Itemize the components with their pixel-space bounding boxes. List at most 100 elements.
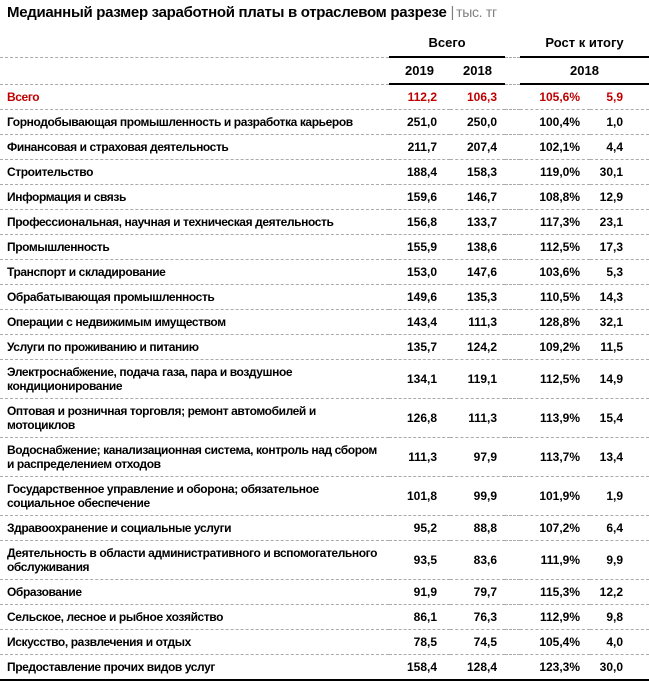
spacer-cell — [505, 28, 521, 58]
table-row: Искусство, развлечения и отдых 78,5 74,5… — [0, 629, 649, 655]
industry-label: Всего — [0, 84, 389, 110]
table-row: Операции с недвижимым имуществом 143,4 1… — [0, 309, 649, 335]
value-2019: 149,6 — [389, 284, 450, 310]
industry-label: Горнодобывающая промышленность и разрабо… — [0, 109, 389, 135]
table-row: Профессиональная, научная и техническая … — [0, 209, 649, 235]
table-row: Сельское, лесное и рыбное хозяйство 86,1… — [0, 604, 649, 630]
growth-percent: 103,6% — [520, 259, 591, 285]
value-2019: 134,1 — [389, 359, 450, 399]
value-2019: 112,2 — [389, 84, 450, 110]
value-2019: 78,5 — [389, 629, 450, 655]
growth-percent: 115,3% — [520, 579, 591, 605]
value-2018: 119,1 — [450, 359, 506, 399]
growth-percent: 111,9% — [520, 540, 591, 580]
value-2018: 147,6 — [450, 259, 506, 285]
growth-percent: 113,9% — [520, 398, 591, 438]
corner-cell — [0, 57, 389, 85]
spacer-cell — [505, 654, 521, 681]
table-row: Деятельность в области административного… — [0, 540, 649, 580]
growth-percent: 100,4% — [520, 109, 591, 135]
industry-label: Оптовая и розничная торговля; ремонт авт… — [0, 398, 389, 438]
growth-percent: 119,0% — [520, 159, 591, 185]
value-2019: 188,4 — [389, 159, 450, 185]
growth-absolute: 9,8 — [590, 604, 649, 630]
value-2018: 207,4 — [450, 134, 506, 160]
industry-label: Финансовая и страховая деятельность — [0, 134, 389, 160]
value-2018: 106,3 — [450, 84, 506, 110]
value-2018: 97,9 — [450, 437, 506, 477]
industry-label: Электроснабжение, подача газа, пара и во… — [0, 359, 389, 399]
title-unit: тыс. тг — [456, 4, 497, 20]
industry-label: Услуги по проживанию и питанию — [0, 334, 389, 360]
value-2019: 155,9 — [389, 234, 450, 260]
table-row: Оптовая и розничная торговля; ремонт авт… — [0, 398, 649, 438]
value-2019: 91,9 — [389, 579, 450, 605]
table-row: Промышленность 155,9 138,6 112,5% 17,3 — [0, 234, 649, 260]
value-2019: 143,4 — [389, 309, 450, 335]
value-2018: 146,7 — [450, 184, 506, 210]
value-2019: 111,3 — [389, 437, 450, 477]
value-2018: 128,4 — [450, 654, 506, 681]
spacer-cell — [505, 84, 521, 110]
industry-label: Искусство, развлечения и отдых — [0, 629, 389, 655]
spacer-cell — [505, 159, 521, 185]
industry-label: Транспорт и складирование — [0, 259, 389, 285]
growth-absolute: 4,0 — [590, 629, 649, 655]
spacer-cell — [505, 579, 521, 605]
value-2018: 124,2 — [450, 334, 506, 360]
spacer-cell — [505, 284, 521, 310]
page-title: Медианный размер заработной платы в отра… — [0, 0, 649, 28]
growth-percent: 105,4% — [520, 629, 591, 655]
value-2018: 138,6 — [450, 234, 506, 260]
growth-percent: 109,2% — [520, 334, 591, 360]
industry-label: Сельское, лесное и рыбное хозяйство — [0, 604, 389, 630]
spacer-cell — [505, 134, 521, 160]
value-2018: 135,3 — [450, 284, 506, 310]
growth-percent: 112,5% — [520, 234, 591, 260]
growth-absolute: 6,4 — [590, 515, 649, 541]
growth-absolute: 9,9 — [590, 540, 649, 580]
value-2019: 211,7 — [389, 134, 450, 160]
growth-absolute: 11,5 — [590, 334, 649, 360]
growth-absolute: 1,0 — [590, 109, 649, 135]
table-row-total: Всего 112,2 106,3 105,6% 5,9 — [0, 84, 649, 110]
growth-absolute: 32,1 — [590, 309, 649, 335]
value-2019: 158,4 — [389, 654, 450, 681]
salary-table: Всего Рост к итогу 2019 2018 2018 Всего … — [0, 28, 649, 681]
industry-label: Обрабатывающая промышленность — [0, 284, 389, 310]
group-header-row: Всего Рост к итогу — [0, 28, 649, 58]
growth-percent: 110,5% — [520, 284, 591, 310]
spacer-cell — [505, 437, 521, 477]
year-header-row: 2019 2018 2018 — [0, 57, 649, 85]
table-row: Водоснабжение; канализационная система, … — [0, 437, 649, 477]
growth-absolute: 13,4 — [590, 437, 649, 477]
spacer-cell — [505, 359, 521, 399]
table-row: Электроснабжение, подача газа, пара и во… — [0, 359, 649, 399]
value-2019: 159,6 — [389, 184, 450, 210]
table-row: Обрабатывающая промышленность 149,6 135,… — [0, 284, 649, 310]
col-header-2019: 2019 — [389, 57, 450, 85]
growth-percent: 102,1% — [520, 134, 591, 160]
industry-label: Информация и связь — [0, 184, 389, 210]
value-2019: 251,0 — [389, 109, 450, 135]
spacer-cell — [505, 57, 521, 85]
title-separator: | — [450, 4, 455, 21]
spacer-cell — [505, 259, 521, 285]
growth-percent: 113,7% — [520, 437, 591, 477]
growth-absolute: 23,1 — [590, 209, 649, 235]
table-row: Транспорт и складирование 153,0 147,6 10… — [0, 259, 649, 285]
spacer-cell — [505, 234, 521, 260]
growth-absolute: 5,9 — [590, 84, 649, 110]
spacer-cell — [505, 184, 521, 210]
table-row: Государственное управление и оборона; об… — [0, 476, 649, 516]
value-2018: 111,3 — [450, 309, 506, 335]
table-row: Предоставление прочих видов услуг 158,4 … — [0, 654, 649, 681]
growth-percent: 112,5% — [520, 359, 591, 399]
spacer-cell — [505, 109, 521, 135]
growth-percent: 123,3% — [520, 654, 591, 681]
value-2018: 74,5 — [450, 629, 506, 655]
table-row: Финансовая и страховая деятельность 211,… — [0, 134, 649, 160]
growth-absolute: 30,0 — [590, 654, 649, 681]
table-row: Горнодобывающая промышленность и разрабо… — [0, 109, 649, 135]
growth-absolute: 1,9 — [590, 476, 649, 516]
